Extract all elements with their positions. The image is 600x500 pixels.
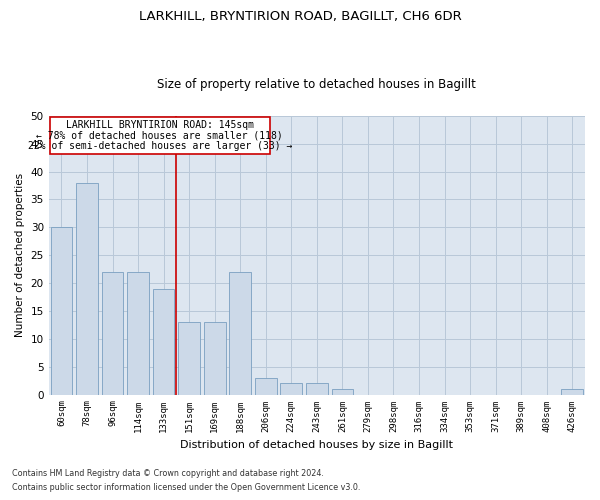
Text: Contains HM Land Registry data © Crown copyright and database right 2024.: Contains HM Land Registry data © Crown c… xyxy=(12,468,324,477)
Text: 22% of semi-detached houses are larger (33) →: 22% of semi-detached houses are larger (… xyxy=(28,141,292,151)
Bar xyxy=(280,384,302,394)
Bar xyxy=(229,272,251,394)
X-axis label: Distribution of detached houses by size in Bagillt: Distribution of detached houses by size … xyxy=(181,440,454,450)
Bar xyxy=(204,322,226,394)
Bar xyxy=(50,118,269,154)
Bar xyxy=(153,288,175,395)
Bar xyxy=(562,389,583,394)
Bar xyxy=(76,182,98,394)
Text: LARKHILL BRYNTIRION ROAD: 145sqm: LARKHILL BRYNTIRION ROAD: 145sqm xyxy=(66,120,254,130)
Bar xyxy=(306,384,328,394)
Bar xyxy=(332,389,353,394)
Bar xyxy=(127,272,149,394)
Y-axis label: Number of detached properties: Number of detached properties xyxy=(15,173,25,337)
Bar xyxy=(101,272,124,394)
Text: LARKHILL, BRYNTIRION ROAD, BAGILLT, CH6 6DR: LARKHILL, BRYNTIRION ROAD, BAGILLT, CH6 … xyxy=(139,10,461,23)
Bar xyxy=(255,378,277,394)
Title: Size of property relative to detached houses in Bagillt: Size of property relative to detached ho… xyxy=(157,78,476,91)
Bar xyxy=(178,322,200,394)
Text: Contains public sector information licensed under the Open Government Licence v3: Contains public sector information licen… xyxy=(12,484,361,492)
Bar xyxy=(50,228,72,394)
Text: ← 78% of detached houses are smaller (118): ← 78% of detached houses are smaller (11… xyxy=(37,130,283,140)
